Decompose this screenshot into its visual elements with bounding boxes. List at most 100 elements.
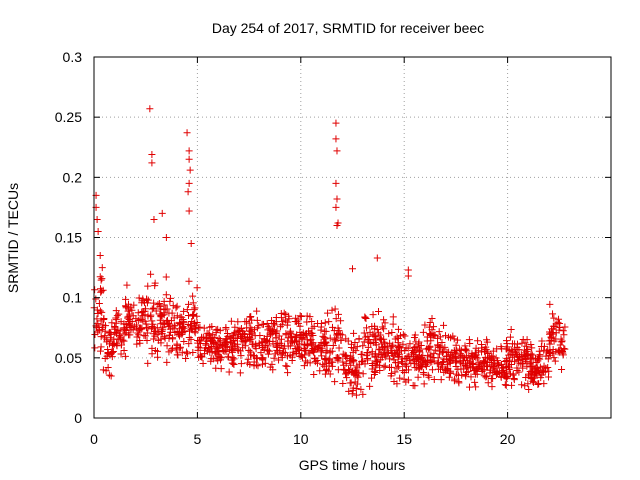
data-point xyxy=(268,328,276,336)
data-point xyxy=(122,295,130,303)
data-point xyxy=(96,252,104,260)
data-point xyxy=(240,330,248,338)
data-point xyxy=(554,318,562,326)
data-point xyxy=(123,281,131,289)
data-point xyxy=(483,338,491,346)
data-point xyxy=(401,332,409,340)
data-point xyxy=(445,373,453,381)
data-point xyxy=(96,307,104,315)
data-point xyxy=(416,362,424,370)
data-point xyxy=(209,355,217,363)
data-point xyxy=(195,337,203,345)
data-point xyxy=(319,332,327,340)
data-point xyxy=(222,341,230,349)
data-point xyxy=(225,353,233,361)
data-point xyxy=(399,331,407,339)
data-point xyxy=(435,328,443,336)
data-point xyxy=(157,305,165,313)
data-point xyxy=(287,330,295,338)
data-point xyxy=(96,273,104,281)
data-point xyxy=(360,329,368,337)
data-point xyxy=(260,320,268,328)
data-point xyxy=(284,352,291,360)
data-point xyxy=(103,352,111,360)
y-tick-label: 0.1 xyxy=(63,290,83,306)
data-point xyxy=(371,333,379,341)
data-point xyxy=(259,355,267,363)
data-point xyxy=(250,358,258,366)
data-point xyxy=(518,339,526,347)
data-point xyxy=(505,362,513,370)
data-point xyxy=(339,380,347,388)
data-point xyxy=(245,327,253,335)
data-point xyxy=(122,320,130,328)
data-point xyxy=(352,391,360,399)
data-point xyxy=(179,323,187,331)
x-axis-tick-labels: 0 5 10 15 20 xyxy=(90,431,515,447)
data-point xyxy=(349,356,357,364)
data-point xyxy=(113,312,121,320)
data-point xyxy=(162,234,170,241)
data-point xyxy=(332,203,340,211)
data-point xyxy=(427,351,435,359)
data-point xyxy=(104,349,112,357)
data-point xyxy=(380,316,388,324)
data-point xyxy=(318,344,326,352)
data-point xyxy=(99,286,107,294)
data-point xyxy=(246,313,254,321)
data-point xyxy=(550,314,558,322)
data-point xyxy=(278,341,286,349)
data-point xyxy=(462,345,470,353)
data-point xyxy=(430,349,438,357)
data-point xyxy=(351,338,359,346)
data-point xyxy=(376,331,384,339)
data-point xyxy=(134,329,142,337)
data-point xyxy=(446,359,454,367)
data-point xyxy=(300,332,308,340)
data-point xyxy=(517,354,525,362)
data-point xyxy=(309,332,317,340)
data-point xyxy=(182,355,190,363)
data-point xyxy=(139,308,147,316)
data-point xyxy=(466,359,474,367)
data-point xyxy=(241,318,249,326)
data-point xyxy=(373,357,381,365)
data-point xyxy=(162,291,170,299)
data-point xyxy=(480,359,488,367)
data-point xyxy=(201,346,209,354)
data-point xyxy=(128,306,136,314)
data-point xyxy=(303,359,311,367)
data-point xyxy=(366,382,374,390)
x-axis-label: GPS time / hours xyxy=(299,457,406,473)
data-point xyxy=(373,254,381,262)
data-point xyxy=(203,347,211,355)
data-point xyxy=(154,353,162,361)
data-point xyxy=(97,333,105,341)
data-point xyxy=(207,333,215,341)
data-point xyxy=(148,344,156,352)
data-point xyxy=(489,369,497,377)
data-point xyxy=(185,147,193,155)
data-point xyxy=(150,215,158,223)
data-point xyxy=(236,369,244,377)
data-point xyxy=(322,365,330,373)
data-point xyxy=(165,334,173,342)
data-point xyxy=(321,319,329,327)
data-point xyxy=(540,342,548,350)
data-point xyxy=(508,353,516,361)
data-point xyxy=(558,337,566,345)
data-point xyxy=(129,312,137,320)
data-point xyxy=(342,352,350,360)
data-point xyxy=(515,359,523,367)
data-point xyxy=(412,338,420,346)
grid xyxy=(94,57,611,418)
data-point xyxy=(94,227,102,235)
data-point xyxy=(167,317,175,325)
data-point xyxy=(327,358,335,366)
data-point xyxy=(433,360,441,368)
data-point xyxy=(353,343,361,351)
data-point xyxy=(337,317,345,325)
data-point xyxy=(285,312,293,320)
data-point xyxy=(521,349,529,357)
